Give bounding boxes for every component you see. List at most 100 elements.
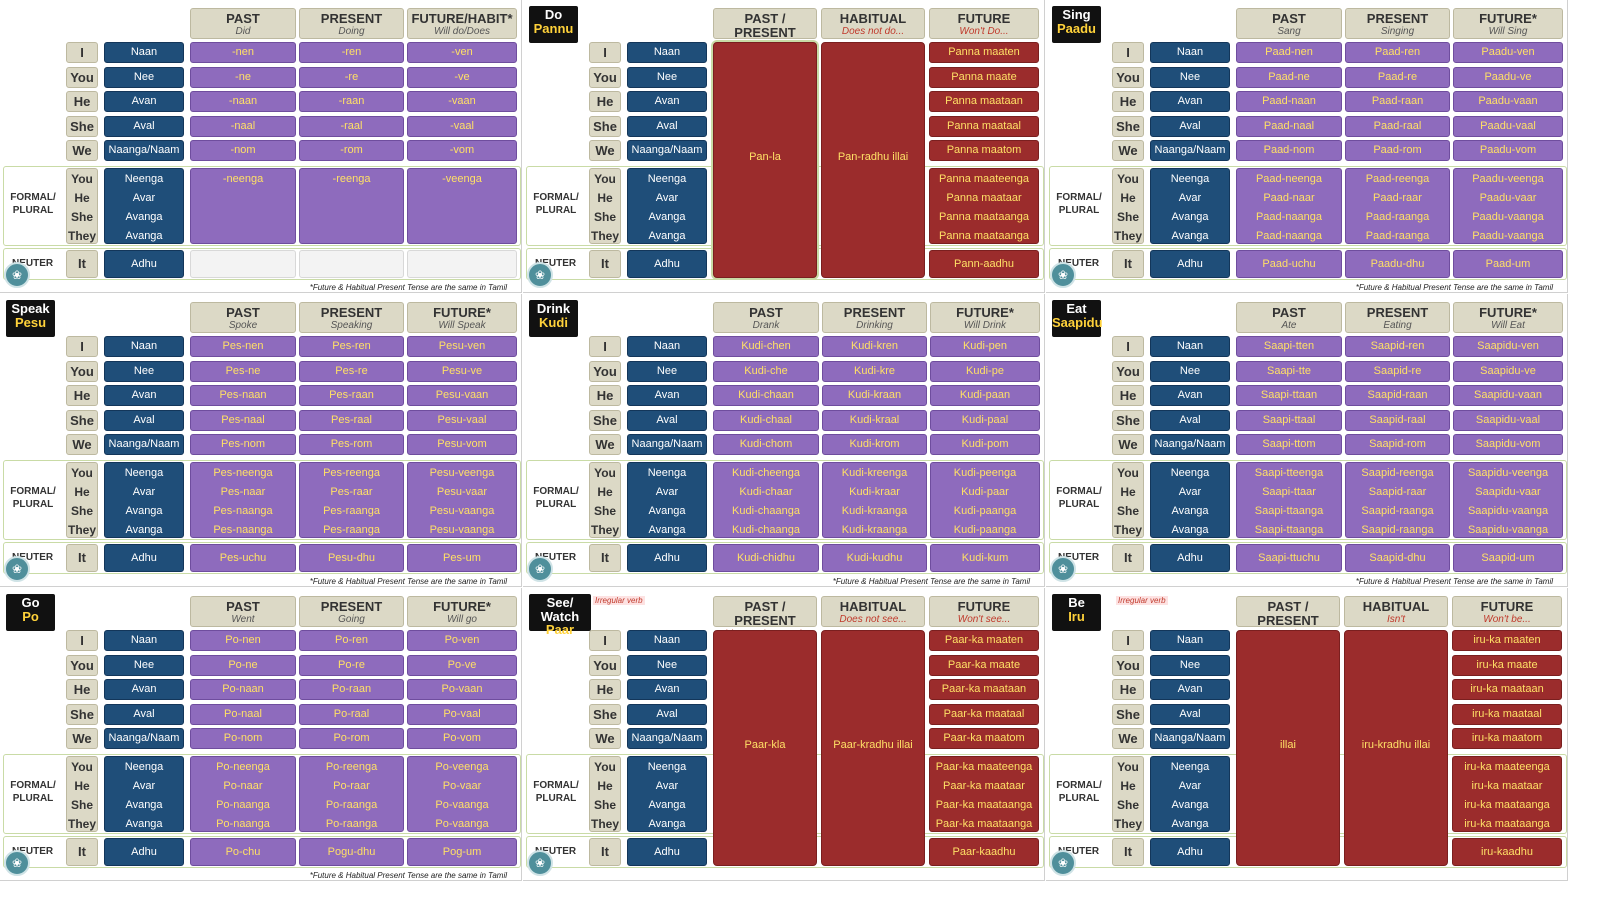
pronoun-tamil: Avan <box>627 385 707 406</box>
pronoun-english: You <box>1112 361 1144 382</box>
pronoun-tamil: Naanga/Naam <box>104 728 184 749</box>
formal-pronoun-tamil: Avanga <box>125 799 163 811</box>
tense-subtitle: Will do/Does <box>433 26 491 38</box>
negative-future-formal: Panna maataanga <box>939 211 1029 223</box>
negative-future-formal-column: iru-ka maateenga iru-ka maataar iru-ka maa… <box>1452 756 1562 832</box>
negative-habitual-column: Paar-kradhu illai <box>821 630 925 866</box>
formal-conjugation: Pes-raanga <box>323 505 380 517</box>
pronoun-tamil: Avan <box>104 679 184 700</box>
irregular-verb-tag: Irregular verb <box>1116 596 1168 605</box>
verb-english: Sing <box>1062 7 1091 22</box>
formal-conjugation: Kudi-paanga <box>953 524 1017 536</box>
conjugation-panel: Eat Saapidu PAST Ate PRESENT Eating FUTURE* Wil… <box>1046 294 1568 587</box>
formal-pronoun-english: They <box>1113 817 1142 831</box>
neuter-group <box>526 542 1044 574</box>
formal-pronoun-tamil: Avar <box>655 486 679 498</box>
pronoun-english: He <box>66 679 98 700</box>
conjugation-cell: Po-ne <box>190 655 296 676</box>
tense-title: PAST <box>749 305 783 320</box>
conjugation-cell: Pes-naal <box>190 410 296 431</box>
verb-tamil: Saapidu <box>1052 314 1103 330</box>
conjugation-cell: Kudi-chen <box>713 336 819 357</box>
tense-footnote: *Future & Habitual Present Tense are the… <box>309 871 507 880</box>
conjugation-cell: Pes-re <box>299 361 404 382</box>
negative-future-cell: Paar-ka maataan <box>929 679 1039 700</box>
tense-subtitle: Isn't <box>1386 614 1406 626</box>
pronoun-tamil: Naan <box>627 630 707 651</box>
neuter-pronoun-tamil: Adhu <box>627 544 707 572</box>
pronoun-english: You <box>1112 67 1144 88</box>
negative-future-formal: iru-ka maataanga <box>1464 818 1550 830</box>
conjugation-cell: Pes-raal <box>299 410 404 431</box>
negative-future-cell: Panna maatom <box>929 140 1039 161</box>
pronoun-tamil: Avan <box>104 385 184 406</box>
verb-badge: Go Po <box>6 594 55 631</box>
conjugation-cell: Kudi-kraal <box>822 410 927 431</box>
formal-conjugation: Kudi-paanga <box>953 505 1017 517</box>
verb-english: Be <box>1068 595 1085 610</box>
conjugation-cell: Paadu-ven <box>1453 42 1563 63</box>
formal-pronoun-english: He <box>597 485 613 499</box>
verb-english: See/ Watch <box>540 595 580 624</box>
formal-conjugation: Saapid-raar <box>1368 486 1427 498</box>
pronoun-tamil: Aval <box>627 704 707 725</box>
tense-header: PAST Spoke <box>190 302 296 333</box>
neuter-conjugation: Kudi-kudhu <box>822 544 927 572</box>
formal-conjugation-column: Paadu-veenga Paadu-vaar Paadu-vaanga Paadu-… <box>1453 168 1563 244</box>
conjugation-cell: Paadu-vaan <box>1453 91 1563 112</box>
formal-conjugation: Pes-naar <box>220 486 266 498</box>
formal-pronoun-english: She <box>1116 504 1139 518</box>
formal-conjugation-column: Po-neenga Po-naar Po-naanga Po-naanga <box>190 756 296 832</box>
tense-subtitle: Will Speak <box>438 320 486 332</box>
verb-badge: Do Pannu <box>529 6 578 43</box>
neuter-conjugation: Saapid-um <box>1453 544 1563 572</box>
conjugation-cell: Po-ren <box>299 630 404 651</box>
tense-subtitle: Did <box>235 26 251 38</box>
tense-header: FUTURE/HABIT* Will do/Does <box>407 8 517 39</box>
conjugation-cell: Kudi-paan <box>930 385 1040 406</box>
tense-subtitle: Won't Do... <box>959 26 1009 38</box>
verb-english: Go <box>21 595 40 610</box>
formal-pronoun-tamil: Avanga <box>125 818 163 830</box>
formal-conjugation: -neenga <box>222 173 264 185</box>
negative-habitual-value: iru-kradhu illai <box>1361 739 1431 751</box>
formal-pronoun-english: They <box>67 523 96 537</box>
pronoun-english: We <box>1112 434 1144 455</box>
formal-conjugation-column: -reenga <box>299 168 404 244</box>
tense-title: FUTURE* <box>1479 305 1537 320</box>
pronoun-english: I <box>1112 630 1144 651</box>
formal-pronoun-tamil: Neenga <box>647 761 687 773</box>
tense-subtitle: Does not do... <box>841 26 905 38</box>
pronoun-english: She <box>589 116 621 137</box>
neuter-label: NEUTER <box>1058 258 1100 269</box>
formal-pronoun-tamil: Avanga <box>1171 524 1209 536</box>
neuter-pronoun-english: It <box>589 250 621 278</box>
neuter-conjugation: Paad-um <box>1453 250 1563 278</box>
conjugation-cell: -re <box>299 67 404 88</box>
formal-conjugation-column: Saapidu-veenga Saapidu-vaar Saapidu-vaanga… <box>1453 462 1563 538</box>
tense-subtitle: Will Drink <box>963 320 1007 332</box>
conjugation-cell: Pes-nen <box>190 336 296 357</box>
conjugation-cell: -ve <box>407 67 517 88</box>
negative-habitual-column: iru-kradhu illai <box>1344 630 1448 866</box>
pronoun-tamil: Naan <box>1150 336 1230 357</box>
formal-conjugation: Po-vaanga <box>435 799 489 811</box>
pronoun-english: I <box>589 42 621 63</box>
negative-habitual-column: Pan-radhu illai <box>821 42 925 278</box>
neuter-pronoun-english: It <box>1112 250 1144 278</box>
formal-conjugation: Kudi-kraar <box>849 486 900 498</box>
formal-pronoun-tamil: Avar <box>1178 192 1202 204</box>
formal-conjugation: Saapid-reenga <box>1361 467 1434 479</box>
formal-pronoun-tamil: Neenga <box>1170 761 1210 773</box>
tense-footnote: *Future & Habitual Present Tense are the… <box>1355 283 1553 292</box>
conjugation-cell: Saapid-re <box>1345 361 1450 382</box>
conjugation-cell: Saapi-ttaal <box>1236 410 1342 431</box>
negative-future-cell: Panna maaten <box>929 42 1039 63</box>
formal-conjugation: Saapid-raanga <box>1361 524 1434 536</box>
tense-subtitle: Won't see... <box>957 614 1011 626</box>
tense-subtitle: Ate <box>1281 320 1297 332</box>
tense-subtitle: Eating <box>1383 320 1412 332</box>
tense-header: FUTURE* Will Speak <box>407 302 517 333</box>
formal-pronoun-english: You <box>594 172 616 186</box>
